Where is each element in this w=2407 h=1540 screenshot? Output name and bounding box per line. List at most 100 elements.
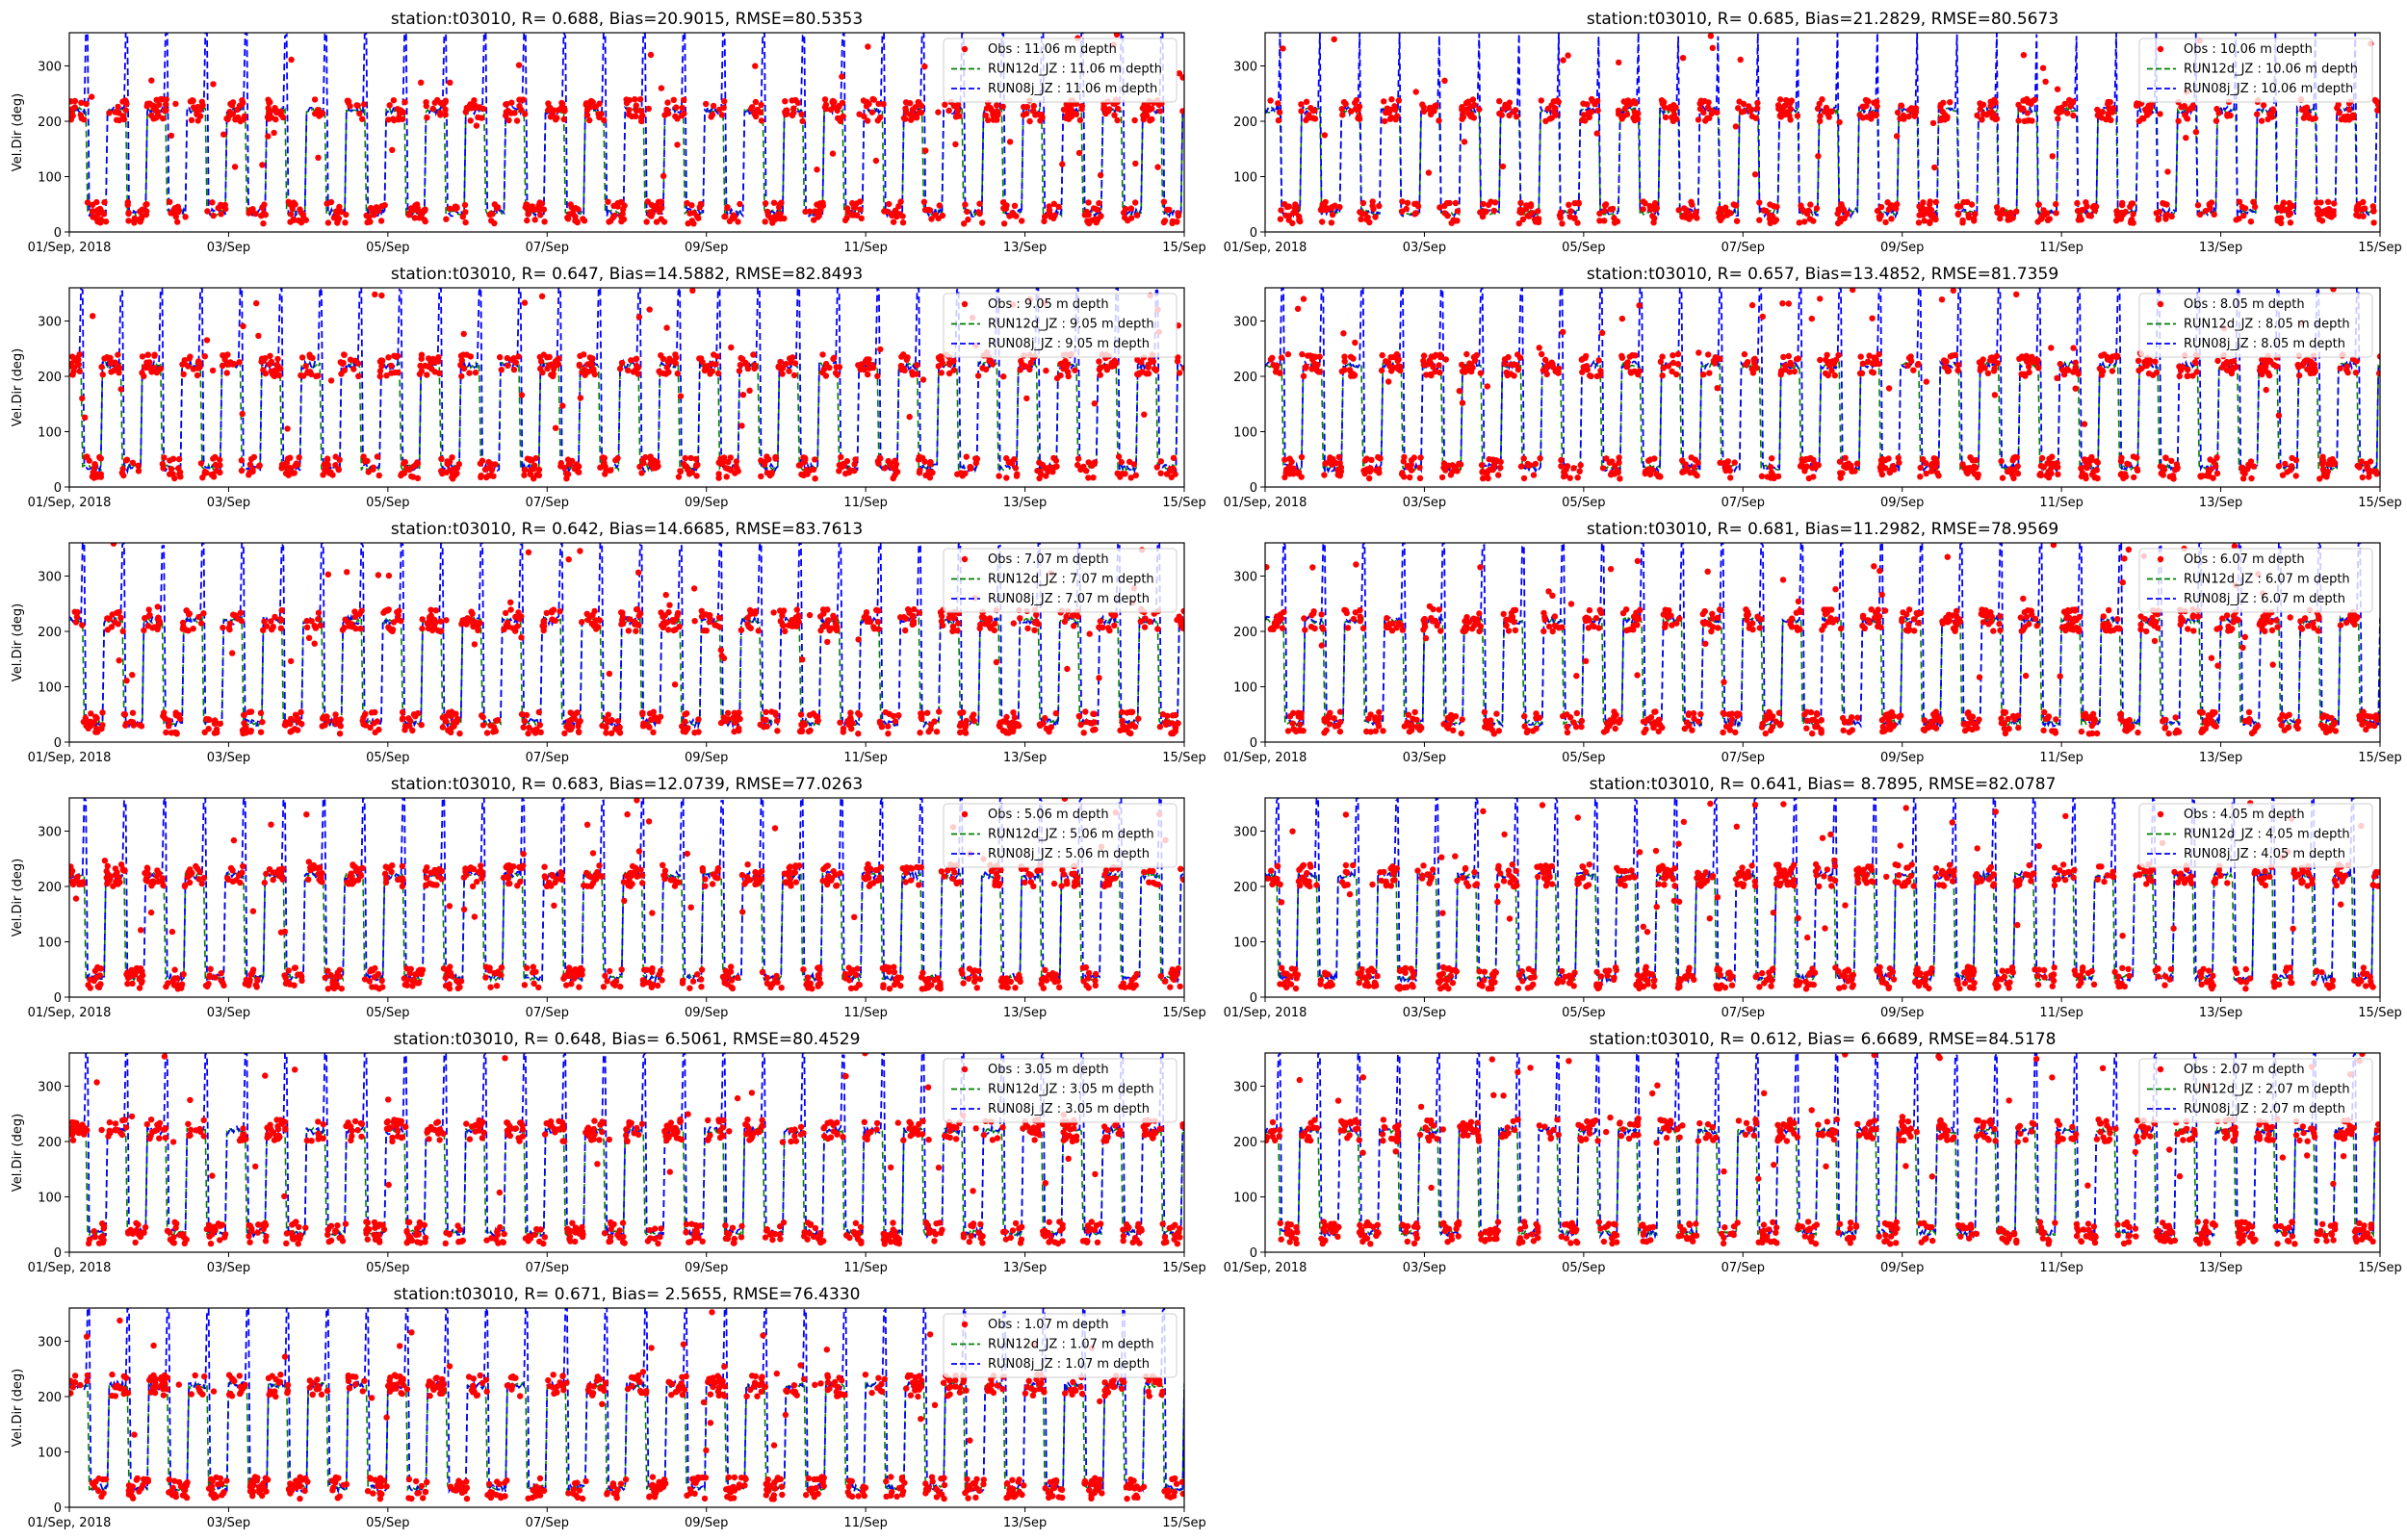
obs-point — [1993, 352, 2001, 360]
obs-point — [2213, 626, 2220, 632]
obs-point — [1368, 456, 1375, 463]
series-markers-obs — [1265, 543, 2380, 737]
obs-point — [180, 371, 187, 377]
x-tick-label: 11/Sep — [843, 751, 887, 765]
legend-label: RUN08j_JZ : 7.07 m depth — [988, 592, 1150, 606]
obs-point — [912, 104, 919, 111]
obs-point — [431, 99, 438, 106]
obs-point — [426, 363, 432, 370]
obs-point — [1819, 96, 1825, 103]
obs-point — [1661, 104, 1669, 111]
obs-point — [1395, 97, 1403, 104]
obs-point — [2060, 371, 2068, 378]
obs-point — [1954, 367, 1961, 373]
obs-point — [2203, 473, 2210, 479]
obs-point — [975, 209, 982, 216]
obs-point — [438, 469, 446, 475]
obs-point — [2308, 358, 2315, 366]
obs-point — [137, 218, 143, 225]
obs-point — [2053, 200, 2059, 208]
obs-point — [2331, 200, 2338, 207]
obs-point — [776, 204, 783, 211]
x-tick-label: 07/Sep — [526, 241, 569, 255]
obs-point — [210, 455, 217, 462]
obs-point — [977, 621, 984, 629]
obs-point — [612, 726, 619, 732]
y-tick-label: 200 — [1233, 116, 1257, 130]
obs-point — [1964, 198, 1971, 206]
obs-point — [561, 730, 568, 737]
obs-point — [2245, 718, 2253, 726]
obs-point — [1478, 462, 1486, 469]
obs-point — [1103, 363, 1110, 371]
obs-point — [422, 206, 428, 213]
obs-point — [1565, 52, 1571, 59]
axes-frame — [68, 542, 1185, 743]
obs-point — [1596, 218, 1603, 224]
obs-point — [1075, 712, 1083, 720]
obs-point — [284, 425, 291, 432]
obs-point — [1420, 352, 1428, 359]
obs-point — [1670, 111, 1678, 118]
obs-point — [490, 729, 497, 735]
obs-point — [1077, 721, 1084, 729]
obs-point — [804, 471, 811, 477]
obs-point — [838, 453, 844, 461]
obs-point — [723, 474, 730, 480]
obs-point — [758, 473, 764, 480]
obs-point — [919, 376, 927, 383]
obs-point — [2273, 363, 2280, 370]
obs-point — [1727, 475, 1734, 481]
obs-point — [1519, 216, 1527, 223]
obs-point — [1436, 204, 1443, 211]
obs-point — [442, 111, 449, 118]
obs-point — [1384, 615, 1390, 622]
obs-point — [374, 718, 380, 725]
obs-point — [1877, 203, 1885, 211]
obs-point — [173, 731, 180, 737]
obs-point — [969, 714, 975, 721]
obs-point — [1782, 366, 1789, 373]
obs-point — [378, 363, 385, 370]
obs-point — [1928, 468, 1935, 475]
obs-point — [479, 713, 486, 721]
obs-point — [1988, 613, 1995, 620]
obs-point — [827, 106, 835, 114]
x-tick-label: 07/Sep — [1721, 241, 1765, 255]
obs-point — [952, 141, 959, 148]
obs-point — [1947, 99, 1954, 106]
x-tick-label: 09/Sep — [685, 496, 728, 510]
obs-point — [135, 462, 142, 469]
obs-point — [1385, 378, 1392, 385]
obs-point — [2141, 616, 2149, 623]
obs-point — [566, 726, 573, 733]
obs-point — [1161, 218, 1169, 224]
obs-point — [492, 461, 499, 468]
obs-point — [1748, 301, 1756, 309]
x-tick-label: 15/Sep — [1162, 751, 1205, 765]
obs-point — [834, 107, 841, 115]
obs-point — [1520, 455, 1527, 462]
obs-point — [1285, 217, 1292, 223]
obs-point — [1979, 360, 1985, 367]
obs-point — [1023, 395, 1030, 402]
obs-point — [1356, 116, 1363, 122]
obs-point — [69, 372, 76, 378]
obs-point — [864, 117, 871, 124]
obs-point — [1990, 628, 1997, 634]
obs-point — [436, 370, 443, 376]
obs-point — [446, 458, 453, 465]
obs-point — [1446, 199, 1453, 207]
obs-point — [1425, 169, 1433, 176]
series-line-run12d — [69, 615, 1184, 729]
y-tick-label: 0 — [54, 736, 62, 751]
obs-point — [438, 455, 445, 462]
obs-point — [1745, 359, 1751, 366]
obs-point — [2353, 212, 2360, 218]
obs-point — [220, 352, 226, 359]
obs-point — [1987, 354, 1995, 361]
obs-point — [1596, 210, 1603, 217]
obs-point — [203, 715, 210, 723]
legend-label: Obs : 7.07 m depth — [988, 552, 1109, 567]
